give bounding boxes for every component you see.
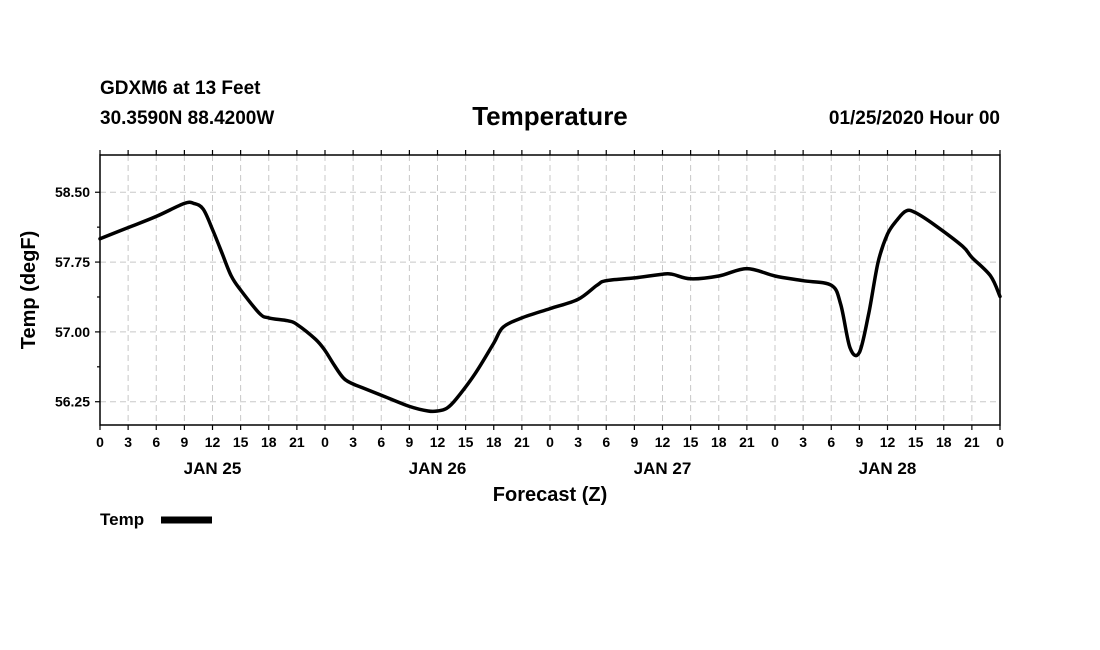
x-tick-label: 21 [289,434,305,450]
grid [100,155,1000,425]
day-label: JAN 25 [184,459,242,478]
chart-title: Temperature [472,101,628,131]
x-tick-label: 18 [936,434,952,450]
x-tick-label: 21 [739,434,755,450]
series-layer [98,200,1002,414]
x-tick-label: 18 [486,434,502,450]
x-tick-label: 9 [405,434,413,450]
x-tick-label: 3 [349,434,357,450]
forecast-timestamp: 01/25/2020 Hour 00 [829,108,1000,129]
x-tick-label: 21 [964,434,980,450]
x-tick-label: 9 [180,434,188,450]
x-tick-label: 15 [458,434,474,450]
axis-ticks [95,150,1001,430]
x-tick-label: 15 [683,434,699,450]
x-tick-label: 12 [205,434,221,450]
x-tick-label: 3 [124,434,132,450]
day-label: JAN 28 [859,459,917,478]
station-label: GDXM6 at 13 Feet [100,78,261,99]
x-tick-label: 3 [574,434,582,450]
y-tick-label: 56.25 [55,394,90,410]
day-label: JAN 26 [409,459,467,478]
x-tick-label: 9 [630,434,638,450]
day-label: JAN 27 [634,459,692,478]
x-tick-label: 6 [377,434,385,450]
y-tick-label: 58.50 [55,184,90,200]
x-tick-label: 18 [711,434,727,450]
x-tick-label: 6 [827,434,835,450]
plot-frame [99,154,1001,426]
x-tick-label: 12 [430,434,446,450]
x-tick-label: 12 [880,434,896,450]
y-tick-label: 57.75 [55,254,90,270]
x-tick-label: 6 [602,434,610,450]
x-tick-label: 12 [655,434,671,450]
location-label: 30.3590N 88.4200W [100,108,274,129]
y-tick-label: 57.00 [55,324,90,340]
series-line-temp [98,200,1002,414]
legend: Temp [100,510,212,529]
x-tick-label: 6 [152,434,160,450]
x-tick-label: 0 [996,434,1004,450]
y-axis-label: Temp (degF) [18,231,40,350]
x-tick-label: 15 [233,434,249,450]
x-tick-label: 3 [799,434,807,450]
axis-labels: 0 3 6 9 12 15 18 21 0 3 6 9 12 15 18 21 0 3 6 9 12 15 18 21 0 3 6 9… [55,184,1004,478]
x-tick-label: 9 [855,434,863,450]
x-tick-label: 0 [546,434,554,450]
x-tick-label: 18 [261,434,277,450]
x-tick-label: 0 [771,434,779,450]
x-tick-label: 0 [96,434,104,450]
x-tick-label: 0 [321,434,329,450]
legend-label: Temp [100,510,144,529]
x-axis-label: Forecast (Z) [493,484,607,506]
x-tick-label: 15 [908,434,924,450]
x-tick-label: 21 [514,434,530,450]
